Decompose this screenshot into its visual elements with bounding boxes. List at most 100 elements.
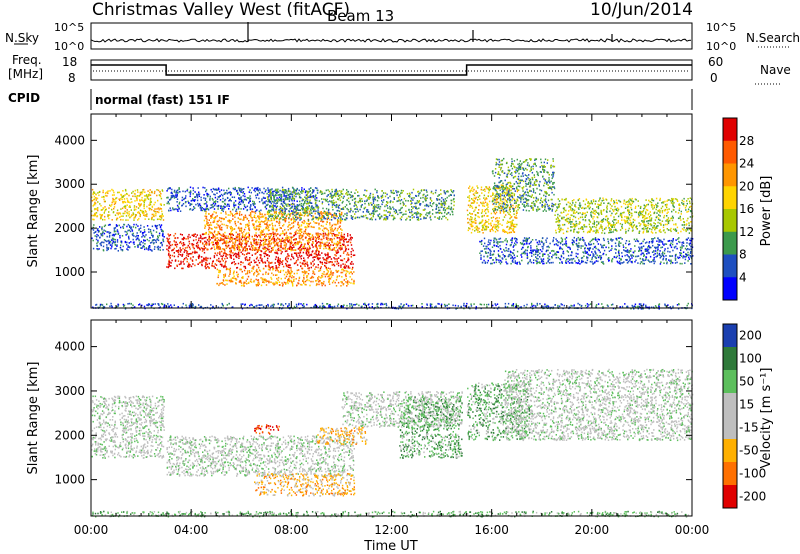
power-echo-cell [255, 197, 258, 199]
power-echo-cell [294, 193, 297, 195]
power-echo-cell [340, 219, 342, 222]
power-echo-cell [276, 190, 279, 192]
power-echo-cell [208, 228, 210, 231]
power-echo-cell [291, 198, 293, 201]
power-echo-cell [198, 247, 201, 250]
power-echo-cell [239, 241, 241, 243]
power-echo-cell [120, 197, 122, 200]
power-echo-cell [263, 255, 266, 258]
power-echo-cell [245, 199, 248, 201]
power-echo-cell [425, 217, 427, 220]
power-echo-cell [481, 229, 484, 231]
power-echo-cell [287, 257, 289, 260]
power-echo-cell [166, 244, 168, 247]
power-echo-cell [133, 235, 135, 237]
power-echo-cell [92, 247, 95, 250]
power-echo-cell [153, 203, 155, 206]
power-echo-cell [204, 210, 206, 212]
power-echo-cell [216, 205, 218, 207]
power-echo-cell [310, 187, 312, 189]
power-echo-cell [400, 218, 402, 221]
power-echo-cell [301, 192, 303, 194]
power-echo-cell [501, 184, 504, 187]
power-echo-cell [240, 251, 242, 254]
power-echo-cell [209, 221, 212, 224]
power-echo-cell [183, 263, 185, 265]
power-echo-cell [246, 278, 249, 280]
power-echo-cell [217, 252, 219, 254]
power-echo-cell [133, 219, 135, 221]
power-echo-cell [120, 218, 122, 221]
power-echo-cell [308, 205, 310, 207]
power-echo-cell [250, 213, 252, 215]
power-echo-cell [266, 259, 269, 262]
power-echo-cell [293, 276, 295, 278]
power-echo-cell [113, 201, 115, 203]
power-echo-cell [341, 190, 343, 192]
power-echo-cell [435, 208, 437, 210]
power-echo-cell [148, 231, 150, 233]
power-echo-cell [290, 207, 292, 209]
power-echo-cell [217, 242, 219, 244]
power-echo-cell [344, 213, 346, 215]
power-echo-cell [282, 230, 284, 232]
power-echo-cell [153, 242, 155, 244]
power-echo-cell [444, 192, 447, 195]
power-echo-cell [298, 204, 300, 207]
power-echo-cell [431, 213, 434, 215]
power-echo-cell [376, 191, 378, 194]
power-echo-cell [192, 243, 195, 246]
power-echo-cell [364, 200, 366, 202]
power-echo-cell [208, 227, 210, 229]
power-echo-cell [499, 193, 502, 195]
power-echo-cell [343, 195, 345, 198]
power-echo-cell [322, 232, 324, 235]
power-echo-cell [315, 255, 317, 257]
power-echo-cell [233, 270, 235, 273]
power-echo-cell [230, 193, 232, 195]
power-echo-cell [233, 188, 235, 191]
power-echo-cell [299, 229, 302, 232]
power-echo-cell [162, 239, 164, 242]
power-echo-cell [289, 228, 292, 230]
power-echo-cell [135, 196, 138, 198]
power-echo-cell [285, 282, 287, 284]
power-echo-cell [251, 244, 253, 247]
power-echo-cell [139, 191, 141, 194]
power-echo-cell [189, 195, 191, 198]
power-echo-cell [231, 244, 233, 247]
power-echo-cell [468, 195, 471, 197]
freq-unit-label: [MHz] [8, 67, 43, 81]
power-echo-cell [406, 193, 409, 195]
power-echo-cell [276, 217, 279, 220]
power-echo-cell [189, 236, 191, 239]
power-echo-cell [307, 241, 310, 244]
power-echo-cell [379, 205, 382, 208]
power-echo-cell [93, 232, 95, 234]
power-echo-cell [151, 250, 153, 252]
power-echo-cell [328, 278, 330, 280]
power-echo-cell [239, 222, 242, 225]
power-echo-cell [492, 203, 494, 206]
power-echo-cell [141, 233, 144, 235]
noise-panel-frame [90, 22, 693, 50]
power-echo-cell [290, 236, 292, 238]
power-echo-cell [429, 197, 432, 199]
power-echo-cell [122, 196, 124, 198]
power-echo-cell [290, 258, 292, 261]
power-echo-cell [409, 216, 411, 218]
power-echo-cell [246, 249, 248, 252]
power-echo-cell [227, 246, 229, 248]
power-echo-cell [241, 240, 244, 242]
power-echo-cell [218, 248, 220, 250]
power-echo-cell [446, 190, 449, 192]
power-echo-cell [326, 257, 328, 259]
power-echo-cell [182, 242, 185, 244]
power-echo-cell [275, 281, 277, 283]
power-echo-cell [312, 276, 315, 279]
power-echo-cell [337, 241, 340, 244]
power-echo-cell [418, 200, 421, 202]
power-echo-cell [172, 249, 174, 251]
power-echo-cell [101, 241, 103, 243]
